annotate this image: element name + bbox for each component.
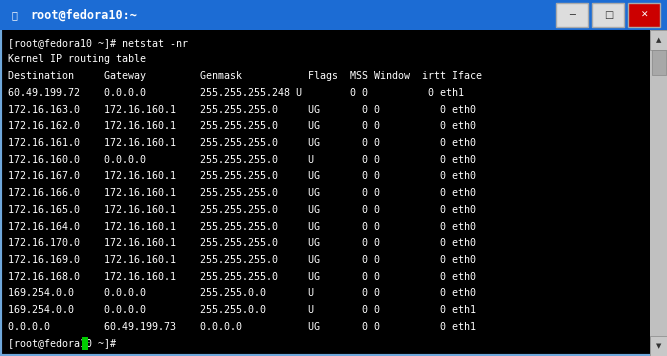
Text: 0.0.0.0         60.49.199.73    0.0.0.0           UG       0 0          0 eth1: 0.0.0.0 60.49.199.73 0.0.0.0 UG 0 0 0 et…: [8, 322, 476, 332]
Text: □: □: [604, 10, 613, 20]
Bar: [82, 337, 88, 350]
Text: 169.254.0.0     0.0.0.0         255.255.0.0       U        0 0          0 eth0: 169.254.0.0 0.0.0.0 255.255.0.0 U 0 0 0 …: [8, 288, 476, 298]
Text: [root@fedora10 ~]#: [root@fedora10 ~]#: [8, 339, 122, 349]
Text: Kernel IP routing table: Kernel IP routing table: [8, 54, 146, 64]
Text: 172.16.164.0    172.16.160.1    255.255.255.0     UG       0 0          0 eth0: 172.16.164.0 172.16.160.1 255.255.255.0 …: [8, 221, 476, 231]
Text: 172.16.167.0    172.16.160.1    255.255.255.0     UG       0 0          0 eth0: 172.16.167.0 172.16.160.1 255.255.255.0 …: [8, 172, 476, 182]
Text: ─: ─: [570, 10, 575, 20]
Bar: [652, 50, 666, 75]
Bar: [556, 3, 588, 27]
Text: ▼: ▼: [656, 343, 662, 349]
Text: 172.16.168.0    172.16.160.1    255.255.255.0     UG       0 0          0 eth0: 172.16.168.0 172.16.160.1 255.255.255.0 …: [8, 272, 476, 282]
Text: ✕: ✕: [640, 11, 648, 20]
Text: 172.16.170.0    172.16.160.1    255.255.255.0     UG       0 0          0 eth0: 172.16.170.0 172.16.160.1 255.255.255.0 …: [8, 238, 476, 248]
Bar: [650, 336, 667, 356]
Text: 172.16.169.0    172.16.160.1    255.255.255.0     UG       0 0          0 eth0: 172.16.169.0 172.16.160.1 255.255.255.0 …: [8, 255, 476, 265]
Text: 60.49.199.72    0.0.0.0         255.255.255.248 U        0 0          0 eth1: 60.49.199.72 0.0.0.0 255.255.255.248 U 0…: [8, 88, 464, 98]
Text: 172.16.162.0    172.16.160.1    255.255.255.0     UG       0 0          0 eth0: 172.16.162.0 172.16.160.1 255.255.255.0 …: [8, 121, 476, 131]
Text: root@fedora10:~: root@fedora10:~: [30, 9, 137, 22]
Text: 172.16.165.0    172.16.160.1    255.255.255.0     UG       0 0          0 eth0: 172.16.165.0 172.16.160.1 255.255.255.0 …: [8, 205, 476, 215]
Text: 169.254.0.0     0.0.0.0         255.255.0.0       U        0 0          0 eth1: 169.254.0.0 0.0.0.0 255.255.0.0 U 0 0 0 …: [8, 305, 476, 315]
Bar: [650, 30, 667, 356]
Bar: [628, 3, 660, 27]
Bar: [650, 30, 667, 50]
Text: 172.16.160.0    0.0.0.0         255.255.255.0     U        0 0          0 eth0: 172.16.160.0 0.0.0.0 255.255.255.0 U 0 0…: [8, 155, 476, 165]
Bar: [0, 0, 667, 30]
Text: Destination     Gateway         Genmask           Flags  MSS Window  irtt Iface: Destination Gateway Genmask Flags MSS Wi…: [8, 71, 482, 81]
Text: 172.16.161.0    172.16.160.1    255.255.255.0     UG       0 0          0 eth0: 172.16.161.0 172.16.160.1 255.255.255.0 …: [8, 138, 476, 148]
Text: 172.16.166.0    172.16.160.1    255.255.255.0     UG       0 0          0 eth0: 172.16.166.0 172.16.160.1 255.255.255.0 …: [8, 188, 476, 198]
Text: 172.16.163.0    172.16.160.1    255.255.255.0     UG       0 0          0 eth0: 172.16.163.0 172.16.160.1 255.255.255.0 …: [8, 105, 476, 115]
Text: 🖥: 🖥: [12, 10, 18, 20]
Text: [root@fedora10 ~]# netstat -nr: [root@fedora10 ~]# netstat -nr: [8, 38, 188, 48]
Bar: [592, 3, 624, 27]
Text: ▲: ▲: [656, 37, 662, 43]
